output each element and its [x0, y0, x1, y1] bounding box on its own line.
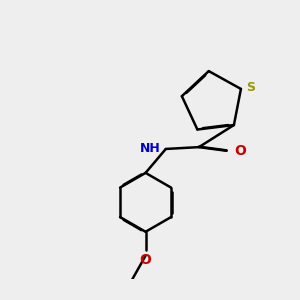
- Text: NH: NH: [140, 142, 160, 155]
- Text: S: S: [246, 81, 255, 94]
- Text: O: O: [140, 254, 152, 268]
- Text: O: O: [234, 144, 246, 158]
